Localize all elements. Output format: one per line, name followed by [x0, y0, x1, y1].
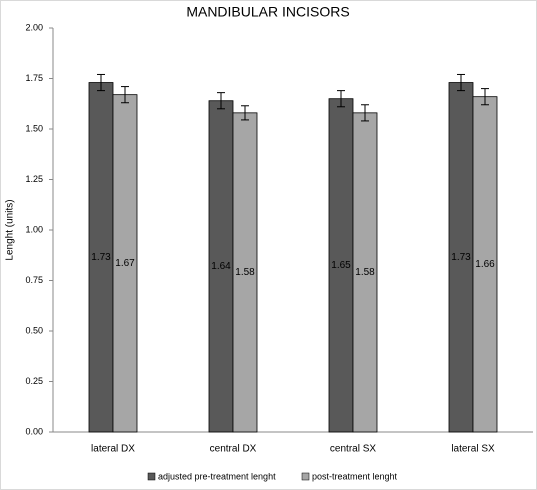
y-tick-label: 1.00	[25, 224, 43, 234]
y-tick-label: 1.75	[25, 73, 43, 83]
data-label: 1.73	[451, 252, 471, 263]
y-tick-label: 1.50	[25, 123, 43, 133]
y-tick-label: 0.25	[25, 376, 43, 386]
x-tick-label: lateral DX	[91, 444, 135, 455]
y-axis-label: Lenght (units)	[5, 199, 16, 260]
bar	[112, 94, 138, 433]
data-label: 1.65	[331, 260, 351, 271]
y-tick-label: 1.25	[25, 174, 43, 184]
legend-label: adjusted pre-treatment lenght	[158, 471, 276, 481]
y-tick-label: 0.75	[25, 275, 43, 285]
legend-swatch	[147, 472, 156, 481]
bar	[232, 112, 258, 433]
y-tick-label: 2.00	[25, 22, 43, 32]
data-label: 1.66	[475, 259, 495, 270]
x-tick-label: lateral SX	[451, 444, 495, 455]
data-label: 1.58	[235, 267, 255, 278]
bar	[448, 82, 474, 433]
chart-title: MANDIBULAR INCISORS	[186, 4, 349, 20]
y-tick-label: 0.00	[25, 426, 43, 436]
data-label: 1.67	[115, 258, 135, 269]
bar	[352, 112, 378, 433]
data-label: 1.73	[91, 252, 111, 263]
legend-label: post-treatment lenght	[312, 471, 398, 481]
x-tick-label: central SX	[330, 444, 376, 455]
bar	[472, 96, 498, 433]
bar	[88, 82, 114, 433]
bar	[328, 98, 354, 433]
legend-swatch	[301, 472, 310, 481]
x-tick-label: central DX	[210, 444, 257, 455]
y-tick-label: 0.50	[25, 325, 43, 335]
data-label: 1.64	[211, 261, 231, 272]
data-label: 1.58	[355, 267, 375, 278]
